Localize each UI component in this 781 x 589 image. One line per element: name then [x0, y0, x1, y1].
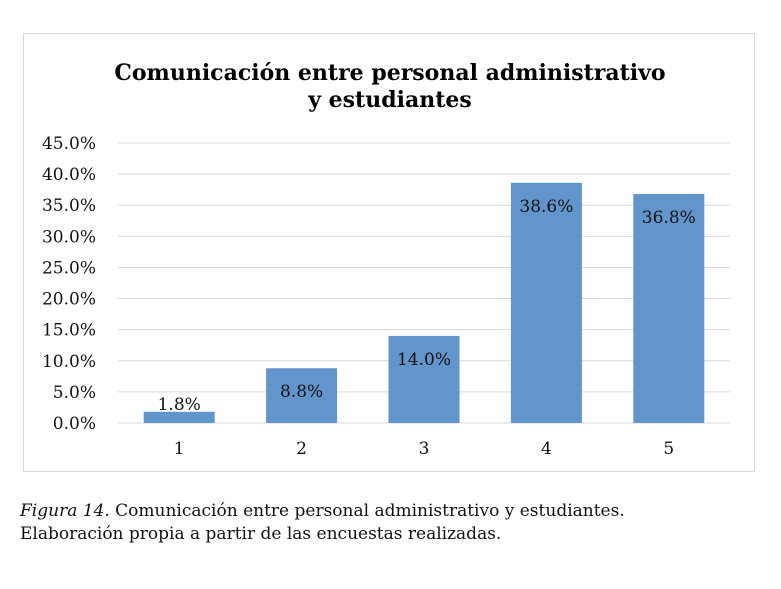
y-tick-label: 5.0%	[53, 383, 96, 403]
x-axis-ticks: 1 2 3 4 5	[174, 439, 674, 459]
bar-3	[388, 335, 460, 423]
bar-2	[266, 368, 338, 423]
chart-frame: Comunicación entre personal administrati…	[23, 33, 755, 472]
data-label: 14.0%	[397, 350, 451, 370]
y-tick-label: 25.0%	[42, 258, 96, 278]
x-tick-label: 3	[419, 439, 430, 459]
caption-line-1: Comunicación entre personal administrati…	[109, 501, 625, 521]
y-tick-label: 40.0%	[42, 165, 96, 185]
data-label: 38.6%	[519, 197, 573, 217]
gridlines	[118, 142, 730, 424]
bars	[143, 182, 705, 423]
data-labels: 1.8% 8.8% 14.0% 38.6% 36.8%	[158, 197, 696, 415]
data-label: 36.8%	[642, 208, 696, 228]
x-tick-label: 4	[541, 439, 552, 459]
bar-4	[510, 182, 582, 423]
x-tick-label: 2	[296, 439, 307, 459]
y-tick-label: 0.0%	[53, 414, 96, 434]
bar-chart: Comunicación entre personal administrati…	[42, 60, 730, 459]
y-tick-label: 35.0%	[42, 196, 96, 216]
bar-5	[633, 194, 705, 423]
y-tick-label: 15.0%	[42, 321, 96, 341]
bar-1	[143, 411, 215, 423]
y-tick-label: 10.0%	[42, 352, 96, 372]
chart-title: Comunicación entre personal administrati…	[114, 60, 665, 113]
figure-label: Figura 14.	[20, 501, 110, 521]
y-tick-label: 45.0%	[42, 134, 96, 154]
data-label: 8.8%	[280, 382, 323, 402]
x-tick-label: 1	[174, 439, 185, 459]
figure-caption: Figura 14. Comunicación entre personal a…	[20, 500, 760, 546]
caption-line-2: Elaboración propia a partir de las encue…	[20, 524, 502, 544]
y-tick-label: 20.0%	[42, 290, 96, 310]
chart-title-line: y estudiantes	[307, 87, 472, 113]
data-label: 1.8%	[158, 395, 201, 415]
y-axis-ticks: 0.0% 5.0% 10.0% 15.0% 20.0% 25.0% 30.0% 35.0% 40…	[42, 134, 96, 434]
chart-title-line: Comunicación entre personal administrati…	[114, 60, 665, 86]
x-tick-label: 5	[663, 439, 674, 459]
y-tick-label: 30.0%	[42, 227, 96, 247]
